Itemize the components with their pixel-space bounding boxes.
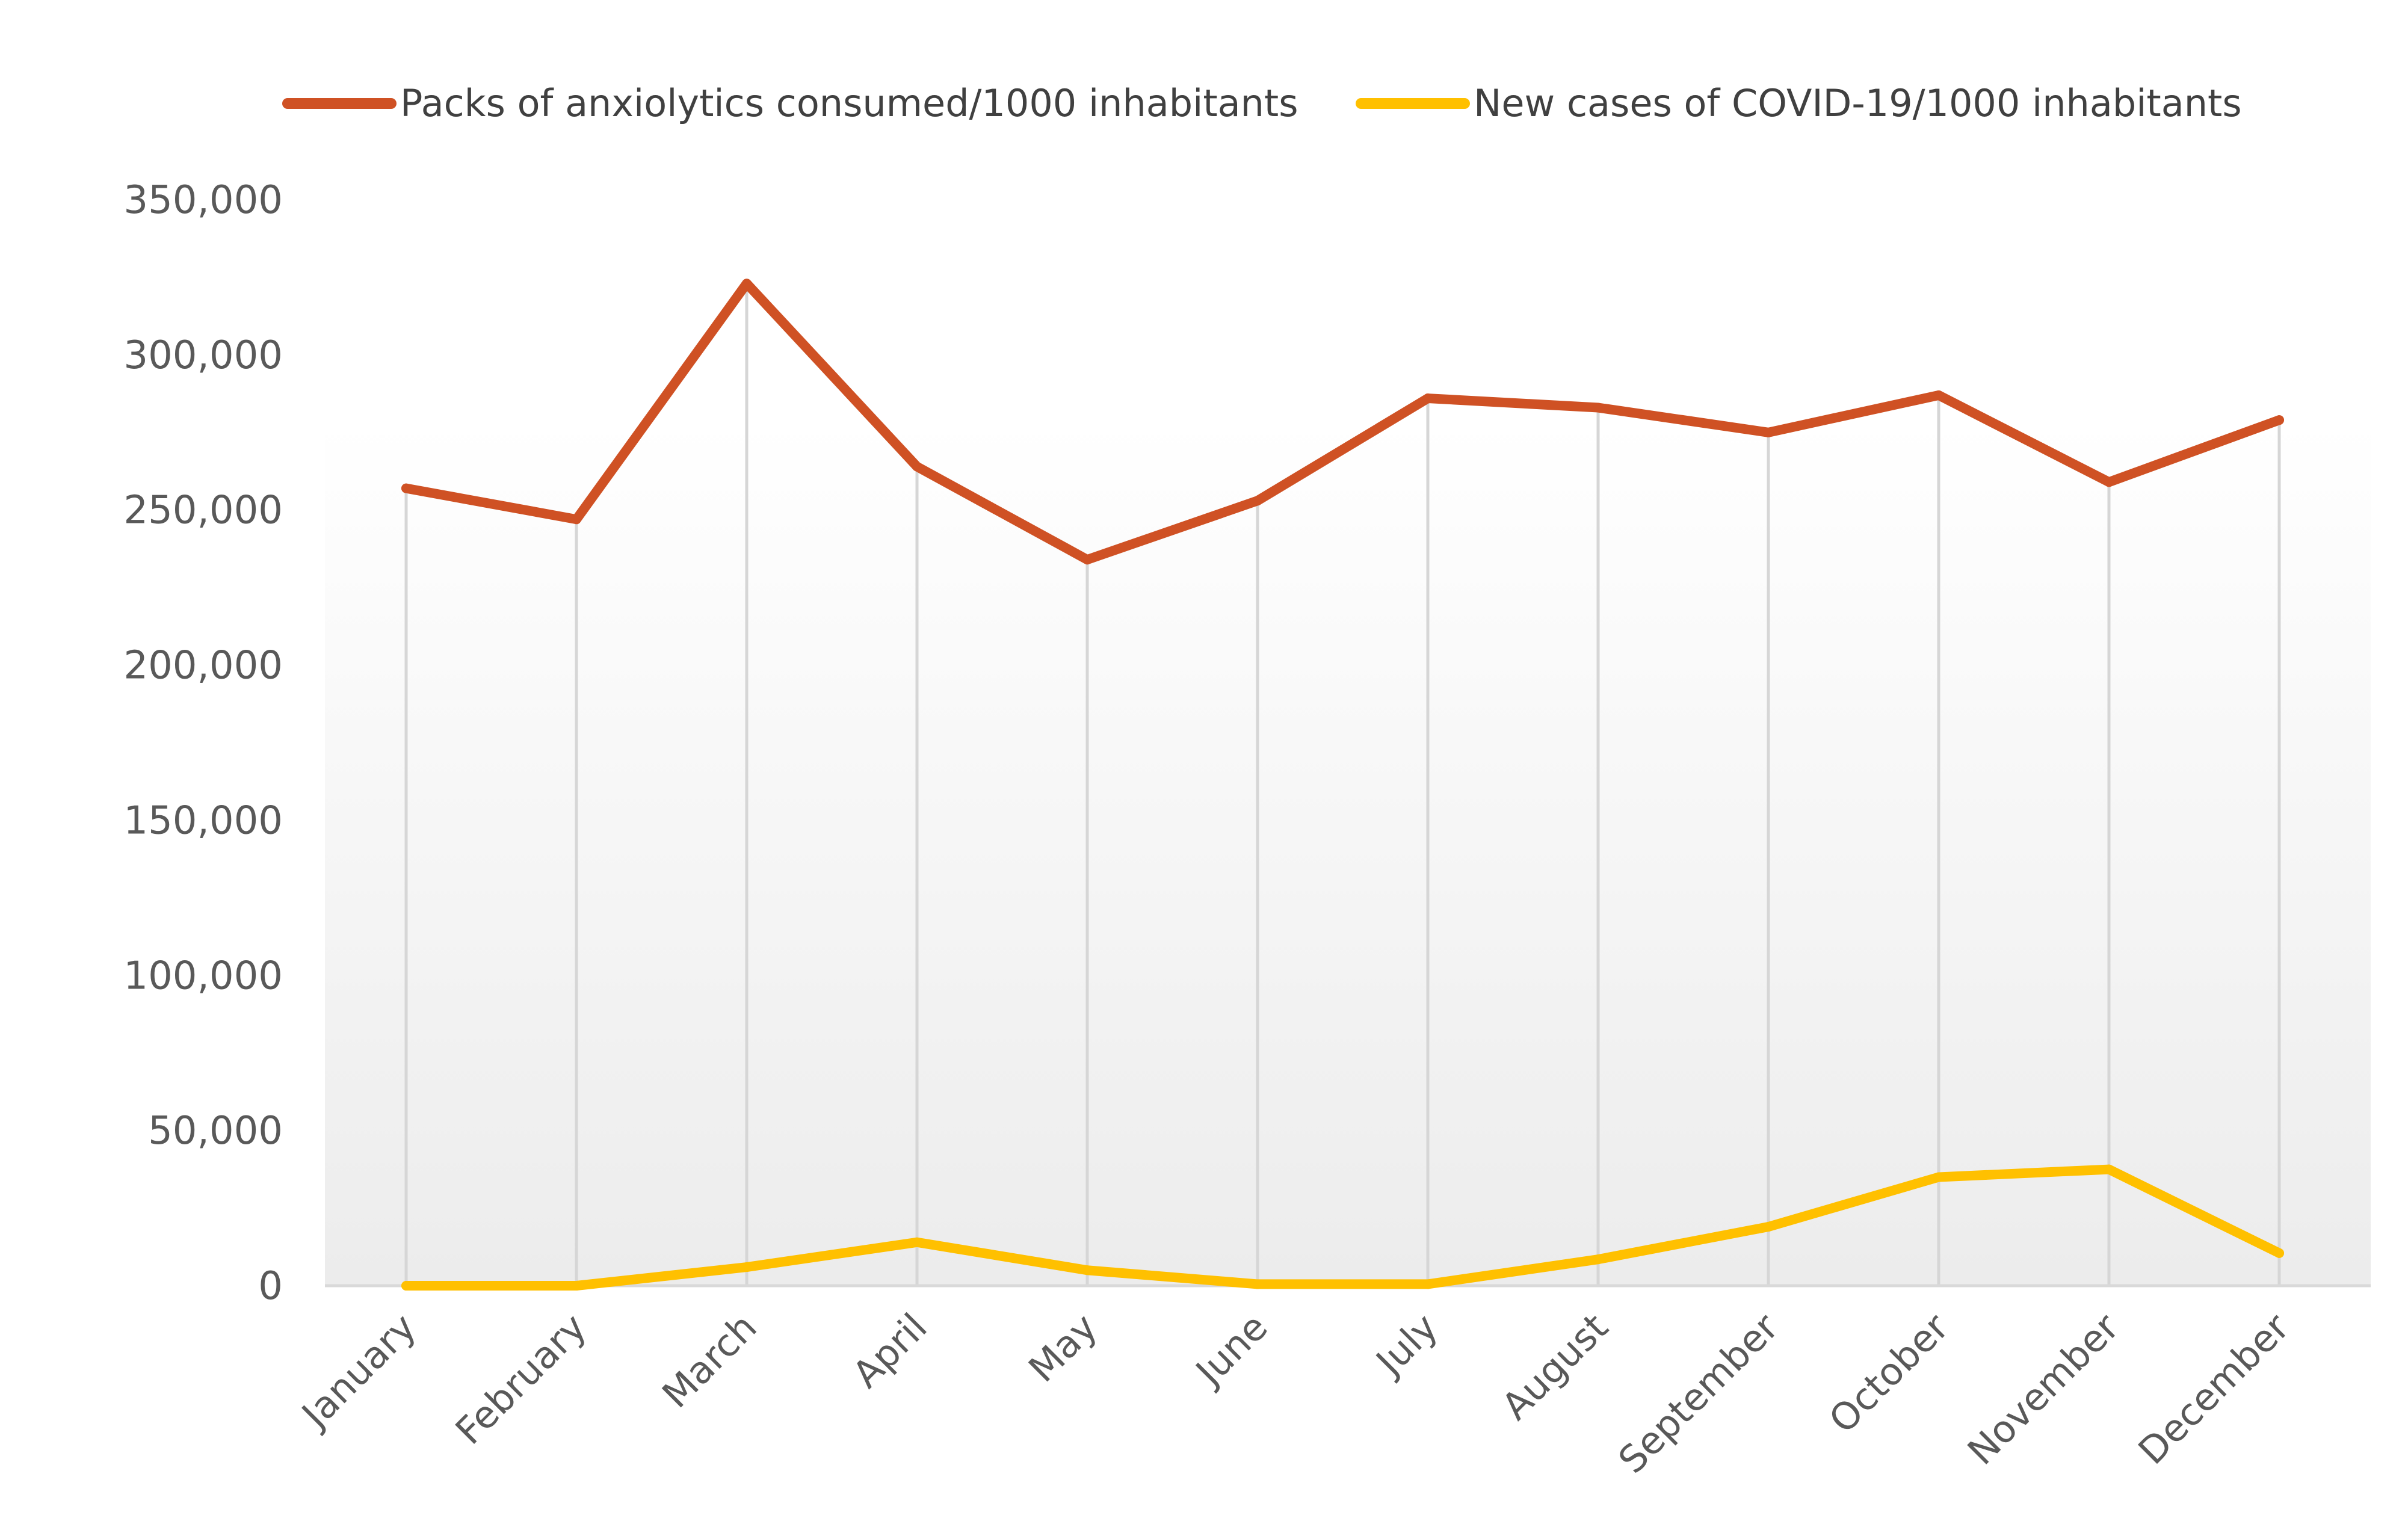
x-tick-label: May bbox=[1020, 1305, 1105, 1390]
x-tick-label: August bbox=[1493, 1305, 1617, 1428]
data-point bbox=[401, 483, 411, 493]
x-tick-label: September bbox=[1610, 1305, 1787, 1482]
data-point bbox=[2274, 1248, 2284, 1258]
data-point bbox=[1423, 393, 1433, 404]
legend-label-anxiolytics: Packs of anxiolytics consumed/1000 inhab… bbox=[400, 81, 1298, 125]
data-point bbox=[1593, 403, 1603, 413]
x-tick-label: January bbox=[292, 1305, 425, 1438]
data-point bbox=[1082, 1265, 1092, 1275]
x-tick-label: March bbox=[653, 1305, 765, 1416]
data-point bbox=[742, 279, 752, 289]
x-tick-label: December bbox=[2130, 1305, 2298, 1473]
data-point bbox=[912, 461, 922, 472]
data-point bbox=[1423, 1279, 1433, 1289]
legend-label-covid: New cases of COVID-19/1000 inhabitants bbox=[1474, 81, 2242, 125]
x-tick-label: June bbox=[1186, 1305, 1276, 1395]
y-axis-ticks: 0 50,000 100,000 150,000 200,000 250,000 300,0… bbox=[123, 178, 283, 1309]
plot-background bbox=[325, 421, 2371, 1286]
data-point bbox=[572, 1281, 581, 1291]
y-tick-label: 300,000 bbox=[123, 333, 283, 378]
y-tick-label: 150,000 bbox=[123, 798, 283, 843]
data-point bbox=[1593, 1254, 1603, 1265]
legend: Packs of anxiolytics consumed/1000 inhab… bbox=[282, 81, 2242, 125]
series-line-covid bbox=[401, 1164, 2284, 1291]
data-point bbox=[2104, 477, 2114, 487]
y-tick-label: 200,000 bbox=[123, 644, 283, 688]
data-point bbox=[1764, 427, 1773, 437]
data-point bbox=[1082, 555, 1092, 565]
x-tick-label: February bbox=[447, 1305, 595, 1453]
data-point bbox=[2274, 415, 2284, 425]
data-point bbox=[912, 1237, 922, 1247]
y-tick-label: 0 bbox=[258, 1264, 283, 1309]
y-tick-label: 50,000 bbox=[148, 1109, 283, 1153]
data-point bbox=[572, 514, 581, 525]
series-layer bbox=[401, 279, 2284, 1291]
data-point bbox=[2104, 1164, 2114, 1174]
data-point bbox=[1934, 1172, 1943, 1182]
data-point bbox=[1764, 1222, 1773, 1232]
x-tick-label: October bbox=[1821, 1305, 1957, 1442]
y-tick-label: 100,000 bbox=[123, 954, 283, 998]
data-point bbox=[1934, 390, 1943, 400]
data-point bbox=[401, 1281, 411, 1291]
y-tick-label: 350,000 bbox=[123, 178, 283, 223]
x-tick-label: July bbox=[1366, 1305, 1446, 1385]
category-drop-lines bbox=[404, 283, 2281, 1286]
x-tick-label: November bbox=[1959, 1305, 2128, 1473]
data-point bbox=[1253, 496, 1262, 506]
x-axis-ticks: January February March April May June July Augu… bbox=[292, 1305, 2298, 1482]
series-line-anxiolytics bbox=[401, 279, 2284, 565]
data-point bbox=[742, 1262, 752, 1272]
data-point bbox=[1253, 1279, 1262, 1289]
x-tick-label: April bbox=[844, 1305, 936, 1396]
y-tick-label: 250,000 bbox=[123, 489, 283, 533]
